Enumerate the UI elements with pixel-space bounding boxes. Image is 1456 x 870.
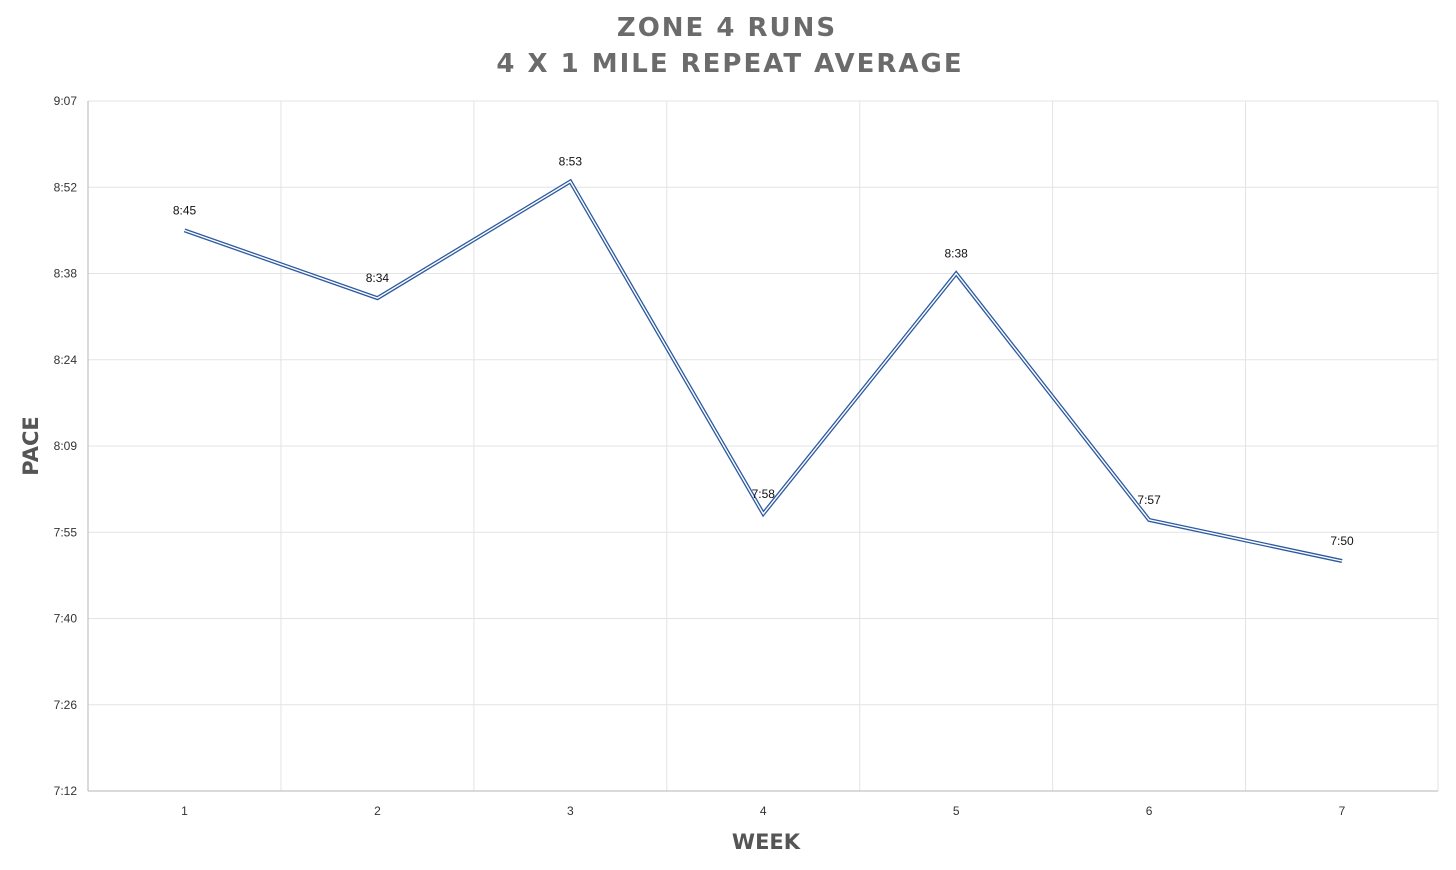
data-label: 7:57 xyxy=(1137,493,1161,507)
chart-subtitle: 4 X 1 MILE REPEAT AVERAGE xyxy=(496,49,963,79)
data-label: 8:38 xyxy=(944,247,968,261)
data-label: 7:50 xyxy=(1330,534,1354,548)
x-tick-label: 2 xyxy=(374,804,381,818)
data-label: 8:53 xyxy=(559,155,583,169)
axes xyxy=(87,101,1438,792)
data-label: 8:45 xyxy=(173,203,197,217)
y-tick-label: 9:07 xyxy=(54,94,78,108)
y-tick-label: 7:40 xyxy=(54,612,78,626)
y-tick-label: 8:09 xyxy=(54,439,78,453)
y-tick-label: 7:55 xyxy=(54,525,78,539)
y-tick-label: 7:26 xyxy=(54,698,78,712)
x-axis-title: WEEK xyxy=(732,830,801,854)
y-tick-label: 7:12 xyxy=(54,784,78,798)
x-tick-label: 7 xyxy=(1339,804,1346,818)
y-tick-label: 8:24 xyxy=(54,353,78,367)
y-tick-label: 8:38 xyxy=(54,267,78,281)
data-labels: 8:45 8:34 8:53 7:58 8:38 7:57 7:50 xyxy=(173,155,1354,549)
x-tick-label: 5 xyxy=(953,804,960,818)
series-line-core xyxy=(184,180,1343,562)
y-tick-label: 8:52 xyxy=(54,180,78,194)
x-tick-label: 4 xyxy=(760,804,767,818)
x-tick-label: 1 xyxy=(181,804,188,818)
x-tick-label: 6 xyxy=(1146,804,1153,818)
x-tick-label: 3 xyxy=(567,804,574,818)
data-label: 8:34 xyxy=(366,271,390,285)
y-axis-title: PACE xyxy=(19,416,43,475)
grid-lines xyxy=(88,100,1439,791)
series-pace xyxy=(183,178,1343,563)
chart-title: ZONE 4 RUNS xyxy=(617,13,837,43)
series-line xyxy=(183,178,1343,563)
data-label: 7:58 xyxy=(752,487,776,501)
y-axis-ticks: 7:12 7:26 7:40 7:55 8:09 8:24 8:38 8:52 9:07 xyxy=(54,94,78,798)
x-axis-ticks: 1 2 3 4 5 6 7 xyxy=(181,804,1346,818)
